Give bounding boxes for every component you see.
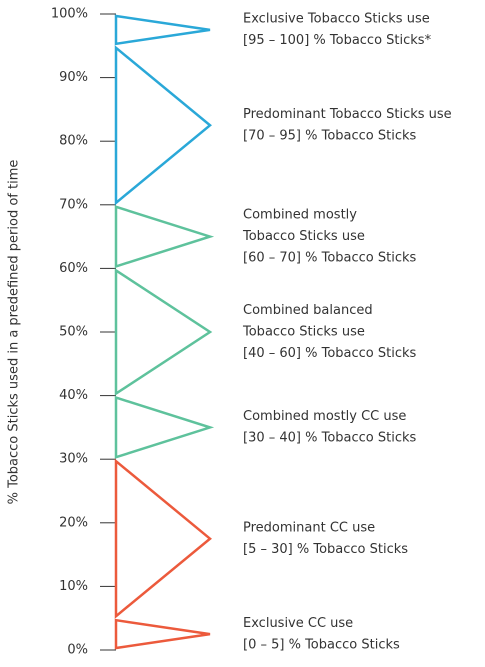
y-tick-label: 10%	[59, 579, 88, 594]
y-tick-label: 70%	[59, 197, 88, 212]
band-label: [0 – 5] % Tobacco Sticks	[243, 637, 400, 652]
band-label: [40 – 60] % Tobacco Sticks	[243, 346, 417, 361]
range-triangle	[114, 205, 215, 269]
y-tick-label: 50%	[59, 325, 88, 340]
y-tick-label: 100%	[51, 7, 88, 22]
band-label: [95 – 100] % Tobacco Sticks*	[243, 33, 432, 48]
y-tick-label: 30%	[59, 452, 88, 467]
range-triangle	[114, 45, 212, 206]
range-triangle	[114, 395, 215, 459]
band-label: Combined balanced	[243, 303, 373, 318]
band-label: Combined mostly CC use	[243, 409, 406, 424]
range-triangle	[114, 14, 211, 46]
y-tick-label: 80%	[59, 134, 88, 149]
y-tick-label: 60%	[59, 261, 88, 276]
y-tick-label: 20%	[59, 515, 88, 530]
y-tick-label: 0%	[67, 643, 88, 658]
band-label: Predominant CC use	[243, 520, 375, 535]
band-label: Combined mostly	[243, 208, 357, 223]
band-label: [30 – 40] % Tobacco Sticks	[243, 431, 417, 446]
band-label: Tobacco Sticks use	[242, 325, 365, 340]
range-triangle	[114, 458, 212, 619]
range-triangle	[114, 618, 211, 650]
band-label: Exclusive CC use	[243, 616, 353, 631]
band-label: [60 – 70] % Tobacco Sticks	[243, 251, 417, 266]
band-label: [5 – 30] % Tobacco Sticks	[243, 542, 408, 557]
y-tick-label: 90%	[59, 70, 88, 85]
band-label: Predominant Tobacco Sticks use	[243, 107, 452, 122]
y-axis-label: % Tobacco Sticks used in a predefined pe…	[7, 160, 22, 505]
range-triangle	[114, 268, 213, 396]
band-label: [70 – 95] % Tobacco Sticks	[243, 129, 417, 144]
y-tick-label: 40%	[59, 388, 88, 403]
band-label: Exclusive Tobacco Sticks use	[243, 12, 430, 27]
band-label: Tobacco Sticks use	[242, 229, 365, 244]
